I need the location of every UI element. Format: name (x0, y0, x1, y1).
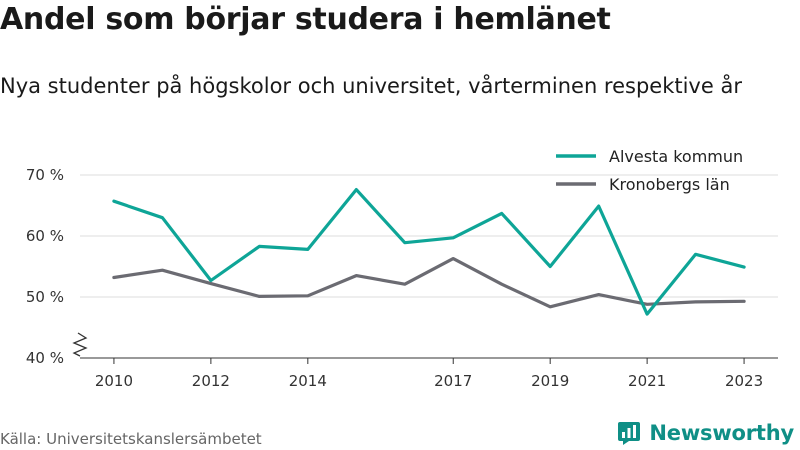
x-tick-label: 2023 (725, 372, 763, 390)
source-note: Källa: Universitetskanslersämbetet (0, 430, 262, 448)
axes: 40 % 50 % 60 % 70 % 2010 2012 2014 2017 2019 2021… (26, 166, 778, 390)
brand-logo: Newsworthy (617, 420, 794, 446)
axis-break-icon (72, 332, 88, 357)
series-line-kronobergs-län (112, 257, 746, 309)
brand-name: Newsworthy (649, 421, 794, 445)
y-tick-label: 60 % (26, 227, 64, 245)
newsworthy-logo-icon (618, 422, 641, 445)
chart-title: Andel som börjar studera i hemlänet (0, 2, 611, 37)
x-tick-label: 2021 (628, 372, 666, 390)
y-tick-label: 50 % (26, 288, 64, 306)
series-line-alvesta-kommun (112, 188, 746, 316)
x-tick-label: 2014 (289, 372, 327, 390)
series-lines (112, 188, 746, 316)
x-tick-label: 2019 (531, 372, 569, 390)
legend: Alvesta kommun Kronobergs län (556, 147, 743, 194)
chart-subtitle: Nya studenter på högskolor och universit… (0, 74, 742, 98)
y-tick-label: 40 % (26, 349, 64, 367)
x-tick-label: 2012 (192, 372, 230, 390)
x-tick-label: 2017 (434, 372, 472, 390)
y-tick-label: 70 % (26, 166, 64, 184)
legend-label: Kronobergs län (609, 175, 730, 194)
legend-label: Alvesta kommun (609, 147, 743, 166)
x-tick-label: 2010 (95, 372, 133, 390)
